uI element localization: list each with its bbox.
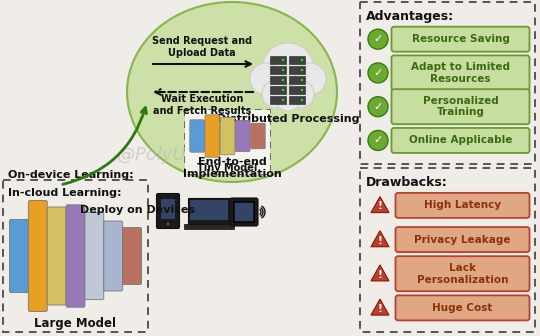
Circle shape xyxy=(301,99,303,101)
Text: @PolyU REILab: @PolyU REILab xyxy=(117,146,253,164)
FancyBboxPatch shape xyxy=(392,128,530,153)
Text: ✓: ✓ xyxy=(373,34,383,44)
Text: Drawbacks:: Drawbacks: xyxy=(366,176,448,189)
Bar xyxy=(289,56,305,64)
Circle shape xyxy=(368,29,388,49)
Bar xyxy=(3,180,148,332)
Bar xyxy=(270,56,286,64)
Bar xyxy=(270,86,286,94)
FancyBboxPatch shape xyxy=(395,295,530,320)
Text: Online Applicable: Online Applicable xyxy=(409,135,512,145)
Text: Advantages:: Advantages: xyxy=(366,10,454,23)
Text: Distributed Processing: Distributed Processing xyxy=(217,114,359,124)
Text: Privacy Leakage: Privacy Leakage xyxy=(414,235,511,245)
Text: Adapt to Limited
Resources: Adapt to Limited Resources xyxy=(411,62,510,84)
Bar xyxy=(270,96,286,104)
Text: !: ! xyxy=(377,304,382,314)
Text: !: ! xyxy=(377,201,382,211)
FancyBboxPatch shape xyxy=(123,227,141,285)
FancyBboxPatch shape xyxy=(10,219,29,293)
Circle shape xyxy=(286,80,314,108)
Circle shape xyxy=(368,97,388,117)
Circle shape xyxy=(301,89,303,91)
FancyBboxPatch shape xyxy=(104,221,123,291)
FancyBboxPatch shape xyxy=(85,212,104,300)
FancyBboxPatch shape xyxy=(234,202,254,222)
FancyBboxPatch shape xyxy=(251,123,265,149)
Circle shape xyxy=(275,85,301,111)
FancyBboxPatch shape xyxy=(395,193,530,218)
Bar xyxy=(360,168,535,332)
Circle shape xyxy=(368,63,388,83)
Text: Large Model: Large Model xyxy=(35,318,117,331)
Text: Resource Saving: Resource Saving xyxy=(411,34,509,44)
Text: On-device Learning:: On-device Learning: xyxy=(8,170,133,180)
FancyBboxPatch shape xyxy=(157,194,179,228)
Text: Deploy on Devices: Deploy on Devices xyxy=(80,205,195,215)
Bar xyxy=(184,224,234,229)
Circle shape xyxy=(166,222,170,225)
FancyBboxPatch shape xyxy=(190,120,205,152)
Text: Tiny Model: Tiny Model xyxy=(197,163,258,173)
FancyBboxPatch shape xyxy=(66,205,85,307)
Text: In-cloud Learning:: In-cloud Learning: xyxy=(8,188,122,198)
Circle shape xyxy=(282,99,284,101)
FancyBboxPatch shape xyxy=(230,198,258,226)
Ellipse shape xyxy=(127,2,337,182)
Text: Lack
Personalization: Lack Personalization xyxy=(417,263,508,285)
Text: !: ! xyxy=(377,270,382,280)
Text: Personalized
Training: Personalized Training xyxy=(423,96,498,118)
Bar xyxy=(188,198,230,224)
Circle shape xyxy=(282,79,284,81)
FancyBboxPatch shape xyxy=(29,201,47,311)
Bar xyxy=(360,2,535,164)
Polygon shape xyxy=(371,299,389,315)
Bar xyxy=(289,86,305,94)
Bar xyxy=(185,110,270,174)
FancyBboxPatch shape xyxy=(235,120,250,152)
FancyBboxPatch shape xyxy=(205,115,220,157)
Text: ✓: ✓ xyxy=(373,135,383,145)
FancyBboxPatch shape xyxy=(47,207,66,305)
Polygon shape xyxy=(371,265,389,281)
Text: !: ! xyxy=(377,236,382,246)
Circle shape xyxy=(301,59,303,61)
Bar xyxy=(289,96,305,104)
Circle shape xyxy=(282,69,284,71)
FancyBboxPatch shape xyxy=(392,27,530,52)
Circle shape xyxy=(301,69,303,71)
Text: End-to-end
Implementation: End-to-end Implementation xyxy=(183,157,281,179)
Circle shape xyxy=(282,59,284,61)
Text: Huge Cost: Huge Cost xyxy=(433,303,492,313)
Polygon shape xyxy=(371,231,389,247)
FancyBboxPatch shape xyxy=(395,227,530,252)
Bar xyxy=(289,76,305,84)
Circle shape xyxy=(262,43,314,95)
Bar xyxy=(161,199,175,219)
Bar xyxy=(185,110,270,174)
Circle shape xyxy=(368,130,388,151)
FancyBboxPatch shape xyxy=(220,117,235,155)
Circle shape xyxy=(301,79,303,81)
Circle shape xyxy=(250,63,282,95)
Text: High Latency: High Latency xyxy=(424,200,501,210)
Text: ✓: ✓ xyxy=(373,102,383,112)
Circle shape xyxy=(282,89,284,91)
Bar xyxy=(190,200,228,220)
Text: Wait Execution
and Fetch Results: Wait Execution and Fetch Results xyxy=(153,94,251,116)
Text: Send Request and
Upload Data: Send Request and Upload Data xyxy=(152,36,252,58)
Bar xyxy=(270,76,286,84)
Circle shape xyxy=(262,80,290,108)
FancyBboxPatch shape xyxy=(392,55,530,90)
Polygon shape xyxy=(371,197,389,213)
FancyBboxPatch shape xyxy=(395,256,530,291)
Circle shape xyxy=(294,63,326,95)
FancyBboxPatch shape xyxy=(392,89,530,124)
Bar xyxy=(270,66,286,74)
Bar xyxy=(289,66,305,74)
Text: ✓: ✓ xyxy=(373,68,383,78)
